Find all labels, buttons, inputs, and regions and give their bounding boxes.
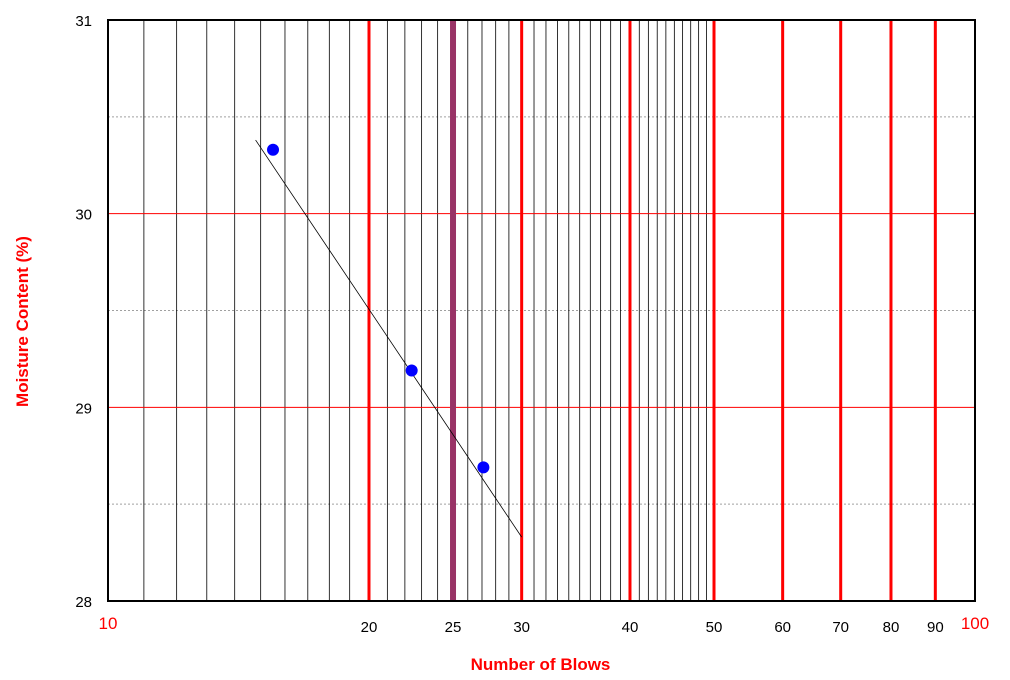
x-tick-label: 40 xyxy=(622,619,639,636)
data-point xyxy=(267,143,280,156)
x-tick-label: 25 xyxy=(445,619,462,636)
data-point xyxy=(405,364,418,377)
x-tick-label: 30 xyxy=(513,619,530,636)
y-tick-label: 31 xyxy=(75,13,92,30)
x-tick-label: 60 xyxy=(774,619,791,636)
x-tick-label: 100 xyxy=(961,614,989,633)
x-tick-label: 80 xyxy=(883,619,900,636)
y-tick-label: 29 xyxy=(75,400,92,417)
x-tick-label: 70 xyxy=(832,619,849,636)
x-tick-label: 20 xyxy=(361,619,378,636)
trendline xyxy=(255,139,522,538)
plot-border xyxy=(107,19,976,602)
x-tick-label: 10 xyxy=(99,614,118,633)
x-tick-label: 90 xyxy=(927,619,944,636)
y-tick-label: 28 xyxy=(75,594,92,611)
x-axis-title: Number of Blows xyxy=(471,655,611,674)
data-point xyxy=(477,461,490,474)
y-axis-title: Moisture Content (%) xyxy=(13,236,32,407)
x-tick-label: 50 xyxy=(706,619,723,636)
y-tick-label: 30 xyxy=(75,207,92,224)
